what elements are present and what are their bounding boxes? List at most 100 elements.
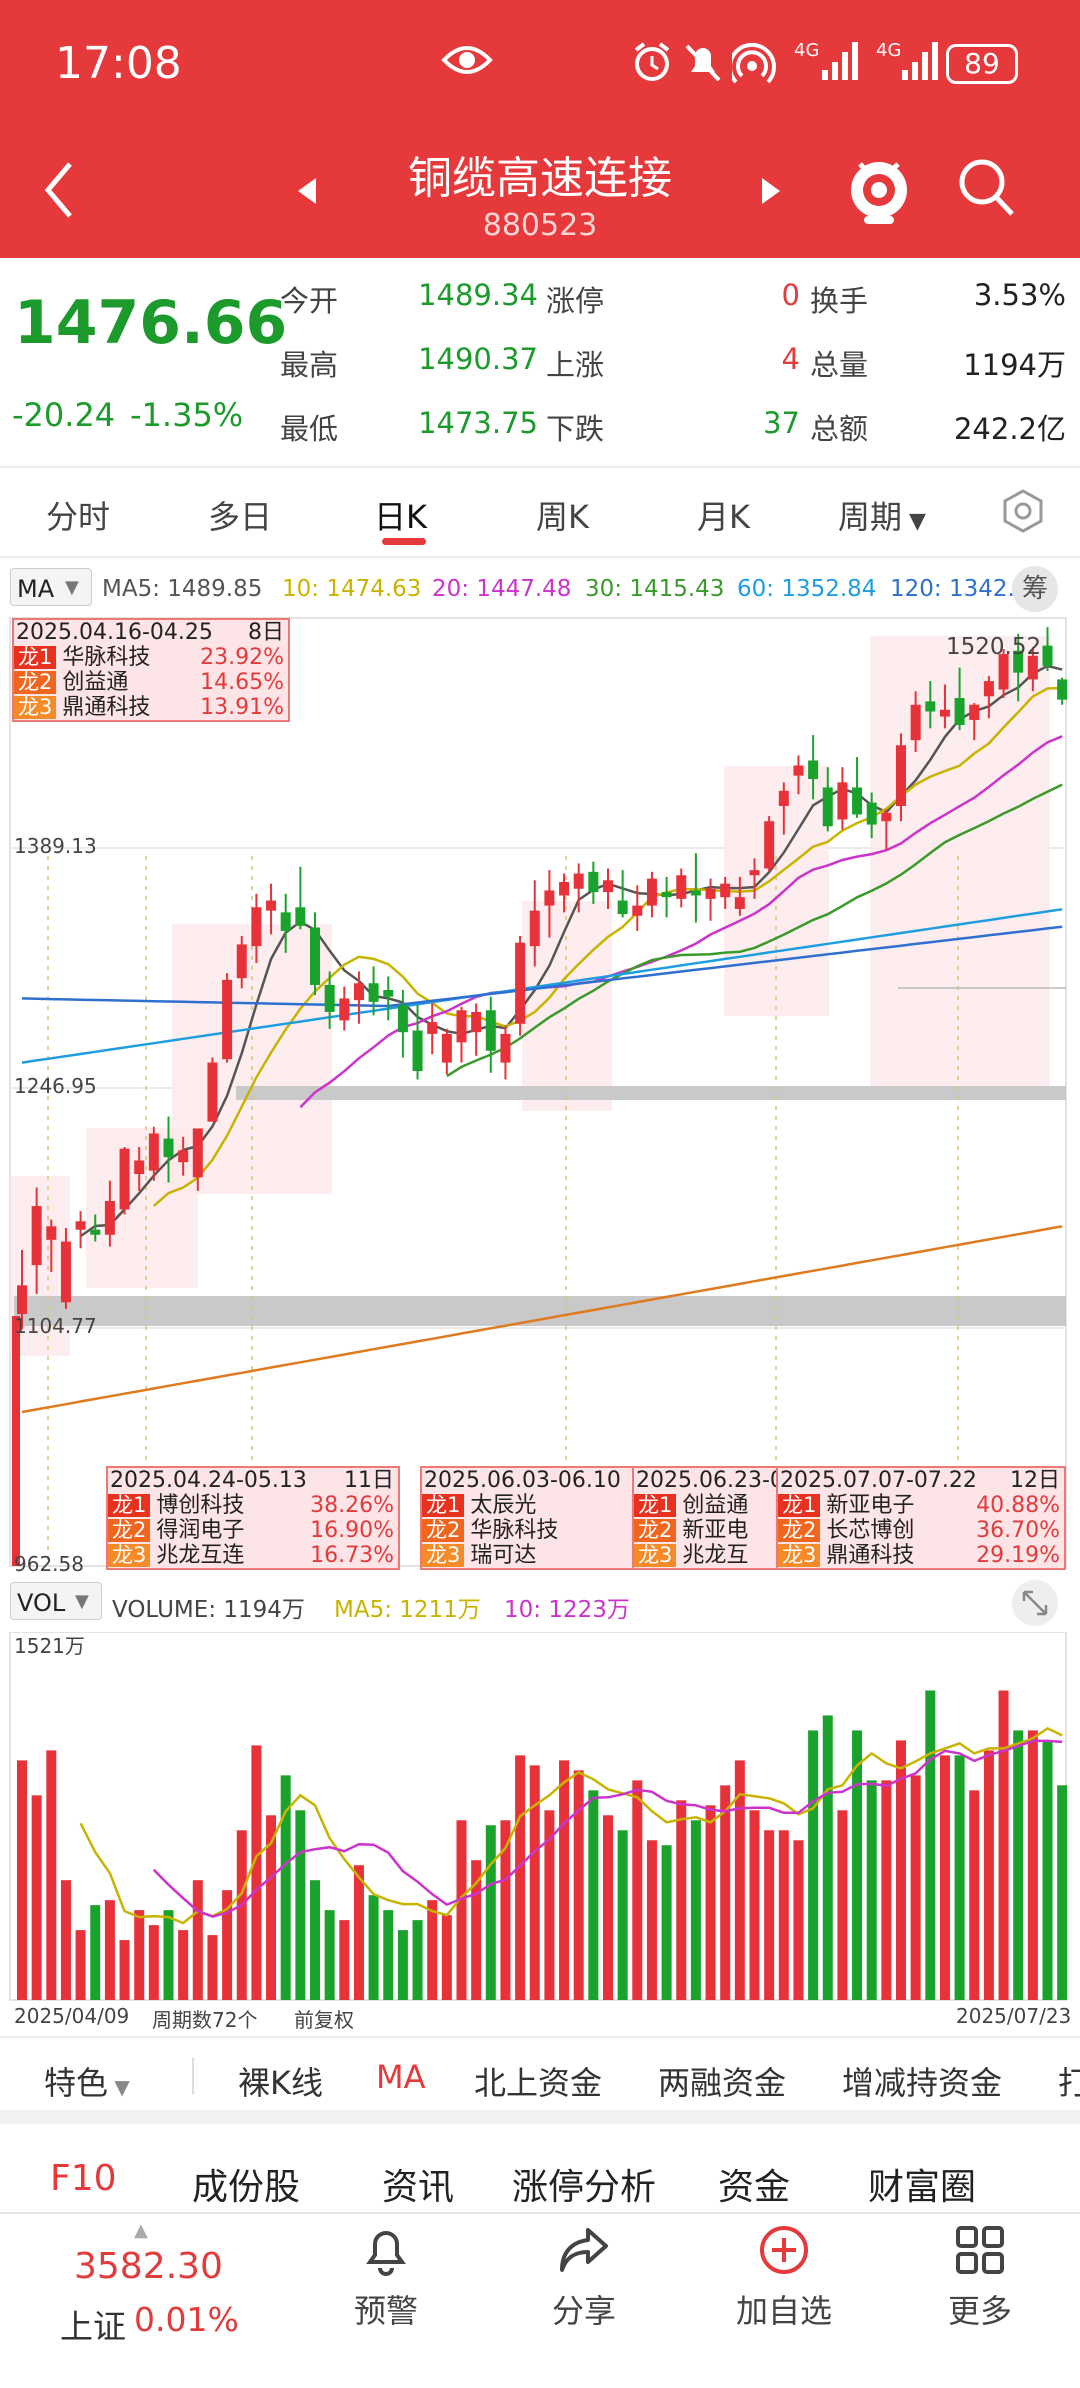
x-axis-count: 周期数72个 xyxy=(152,2008,258,2032)
expand-chart-button[interactable] xyxy=(1012,1580,1058,1626)
feature-northbound[interactable]: 北上资金 xyxy=(474,2064,603,2102)
label-open: 今开 xyxy=(280,284,339,318)
label-limit-up: 涨停 xyxy=(546,284,605,318)
x-axis-adjustment: 前复权 xyxy=(294,2008,354,2032)
candle-body xyxy=(46,1226,57,1240)
volume-bar xyxy=(749,1810,760,2000)
leader-box-5[interactable]: 2025.07.07-07.22 12日 龙1 新亚电子 40.88% 龙2 长芯博创 3… xyxy=(776,1466,1066,1570)
tab-wealth-circle[interactable]: 财富圈 xyxy=(868,2167,977,2208)
volume-bar xyxy=(910,1775,921,2000)
candlestick-chart[interactable] xyxy=(0,616,1080,1576)
ma250-line xyxy=(21,1225,1063,1414)
leader-name: 华脉科技 xyxy=(62,645,151,670)
feature-special[interactable]: 特色 ▼ xyxy=(44,2058,130,2104)
back-arrow-icon[interactable] xyxy=(40,160,80,220)
volume-bar xyxy=(310,1880,320,2000)
signal-icon xyxy=(822,42,858,80)
tab-monthly-k[interactable]: 月K xyxy=(697,498,750,536)
volume-bar xyxy=(661,1845,672,2000)
tab-intraday[interactable]: 分时 xyxy=(46,498,111,536)
volume-bar xyxy=(646,1840,657,2000)
volume-chart[interactable] xyxy=(0,1632,1080,2002)
volume-bar xyxy=(939,1755,950,2000)
divider xyxy=(0,2036,1080,2038)
tab-capital[interactable]: 资金 xyxy=(718,2167,791,2208)
tab-constituents[interactable]: 成份股 xyxy=(192,2167,301,2208)
add-circle-icon xyxy=(760,2226,808,2274)
label-high: 最高 xyxy=(280,348,339,382)
nav-alert[interactable]: 预警 xyxy=(326,2222,446,2332)
divider xyxy=(0,2212,1080,2214)
candle-body xyxy=(720,883,731,898)
chip-distribution-button[interactable]: 筹 xyxy=(1012,566,1058,612)
candle-body xyxy=(500,1033,511,1063)
candle-body xyxy=(1057,679,1068,700)
tab-f10[interactable]: F10 xyxy=(50,2158,117,2199)
legend-ma5: MA5: 1489.85 xyxy=(102,576,263,602)
feature-more[interactable]: 打 xyxy=(1058,2064,1080,2102)
volume-bar xyxy=(632,1780,643,2000)
tab-daily-k[interactable]: 日K xyxy=(374,498,427,536)
legend-ma30: 30: 1415.43 xyxy=(585,576,725,602)
tab-period-label: 周期 xyxy=(838,498,903,536)
nav-share[interactable]: 分享 xyxy=(524,2222,644,2332)
signal-type-1: 4G xyxy=(794,40,820,61)
candle-body xyxy=(764,821,775,869)
feature-margin[interactable]: 两融资金 xyxy=(658,2064,787,2102)
feature-shareholding[interactable]: 增减持资金 xyxy=(842,2064,1003,2102)
candle-body xyxy=(178,1150,189,1163)
quote-panel: 1476.66 -20.24 -1.35% 今开 1489.34 涨停 0 换手… xyxy=(0,258,1080,468)
volume-bar xyxy=(280,1775,291,2000)
divider xyxy=(0,466,1080,468)
candle-body xyxy=(75,1221,86,1230)
volume-indicator-selector[interactable]: VOL ▼ xyxy=(10,1582,102,1620)
nav-more[interactable]: 更多 xyxy=(920,2222,1040,2332)
next-stock-icon[interactable] xyxy=(758,176,782,206)
tab-limit-up-analysis[interactable]: 涨停分析 xyxy=(512,2167,657,2208)
leader-box-4[interactable]: 2025.06.23-0 龙1 创益通 龙2 新亚电 龙3 兆龙互 xyxy=(632,1466,778,1570)
prev-stock-icon[interactable] xyxy=(296,176,320,206)
settings-hexagon-icon[interactable] xyxy=(1000,488,1046,534)
candle-body xyxy=(222,979,233,1060)
chevron-down-icon: ▼ xyxy=(65,577,79,598)
candle-body xyxy=(866,802,877,825)
caret-up-icon: ▲ xyxy=(134,2220,148,2241)
leader-box-2[interactable]: 2025.04.24-05.13 11日 龙1 博创科技 38.26% 龙2 得润电子 1… xyxy=(106,1466,400,1570)
stock-code: 880523 xyxy=(482,208,598,243)
candle-body xyxy=(485,1010,496,1051)
last-price: 1476.66 xyxy=(14,288,288,358)
leader-box-3[interactable]: 2025.06.03-06.10 龙1 太辰光 龙2 华脉科技 龙3 瑞可达 xyxy=(420,1466,634,1570)
tab-news[interactable]: 资讯 xyxy=(382,2167,455,2208)
volume-bar xyxy=(573,1770,584,2000)
index-ticker[interactable]: ▲ 3582.30 上证 0.01% xyxy=(0,2216,260,2388)
assistant-mascot-icon[interactable] xyxy=(846,150,912,226)
volume-bar xyxy=(236,1830,247,2000)
ma20-line xyxy=(299,735,1063,1109)
nav-add-watchlist[interactable]: 加自选 xyxy=(722,2222,846,2332)
tab-multiday[interactable]: 多日 xyxy=(208,498,273,536)
status-time: 17:08 xyxy=(55,38,182,89)
tab-period[interactable]: 周期 ▼ xyxy=(838,492,926,538)
tab-weekly-k[interactable]: 周K xyxy=(536,498,589,536)
leader-tag: 龙1 xyxy=(634,1494,677,1517)
leader-name: 兆龙互连 xyxy=(156,1543,245,1568)
feature-naked-k[interactable]: 裸K线 xyxy=(238,2064,323,2102)
volume-bar xyxy=(266,1815,277,2000)
feature-ma[interactable]: MA xyxy=(376,2058,426,2096)
high-price-label: 1520.52 xyxy=(946,634,1042,660)
leader-name: 新亚电 xyxy=(682,1518,749,1543)
indicator-selector[interactable]: MA ▼ xyxy=(10,568,92,606)
volume-bar xyxy=(251,1745,262,2000)
candle-body xyxy=(251,907,262,947)
support-zone xyxy=(236,1086,1066,1100)
value-high: 1490.37 xyxy=(418,342,538,376)
candle-body xyxy=(280,912,291,931)
ma60-line xyxy=(21,908,1063,1064)
leader-box-1[interactable]: 2025.04.16-04.25 8日 龙1 华脉科技 23.92% 龙2 创益通 14.… xyxy=(12,618,290,722)
volume-ma5-line xyxy=(79,1726,1063,1925)
search-icon[interactable] xyxy=(956,156,1016,220)
candle-body xyxy=(471,1011,482,1033)
candle-body xyxy=(456,1010,467,1043)
candle-body xyxy=(163,1138,174,1158)
leader-days: 12日 xyxy=(1010,1468,1060,1493)
